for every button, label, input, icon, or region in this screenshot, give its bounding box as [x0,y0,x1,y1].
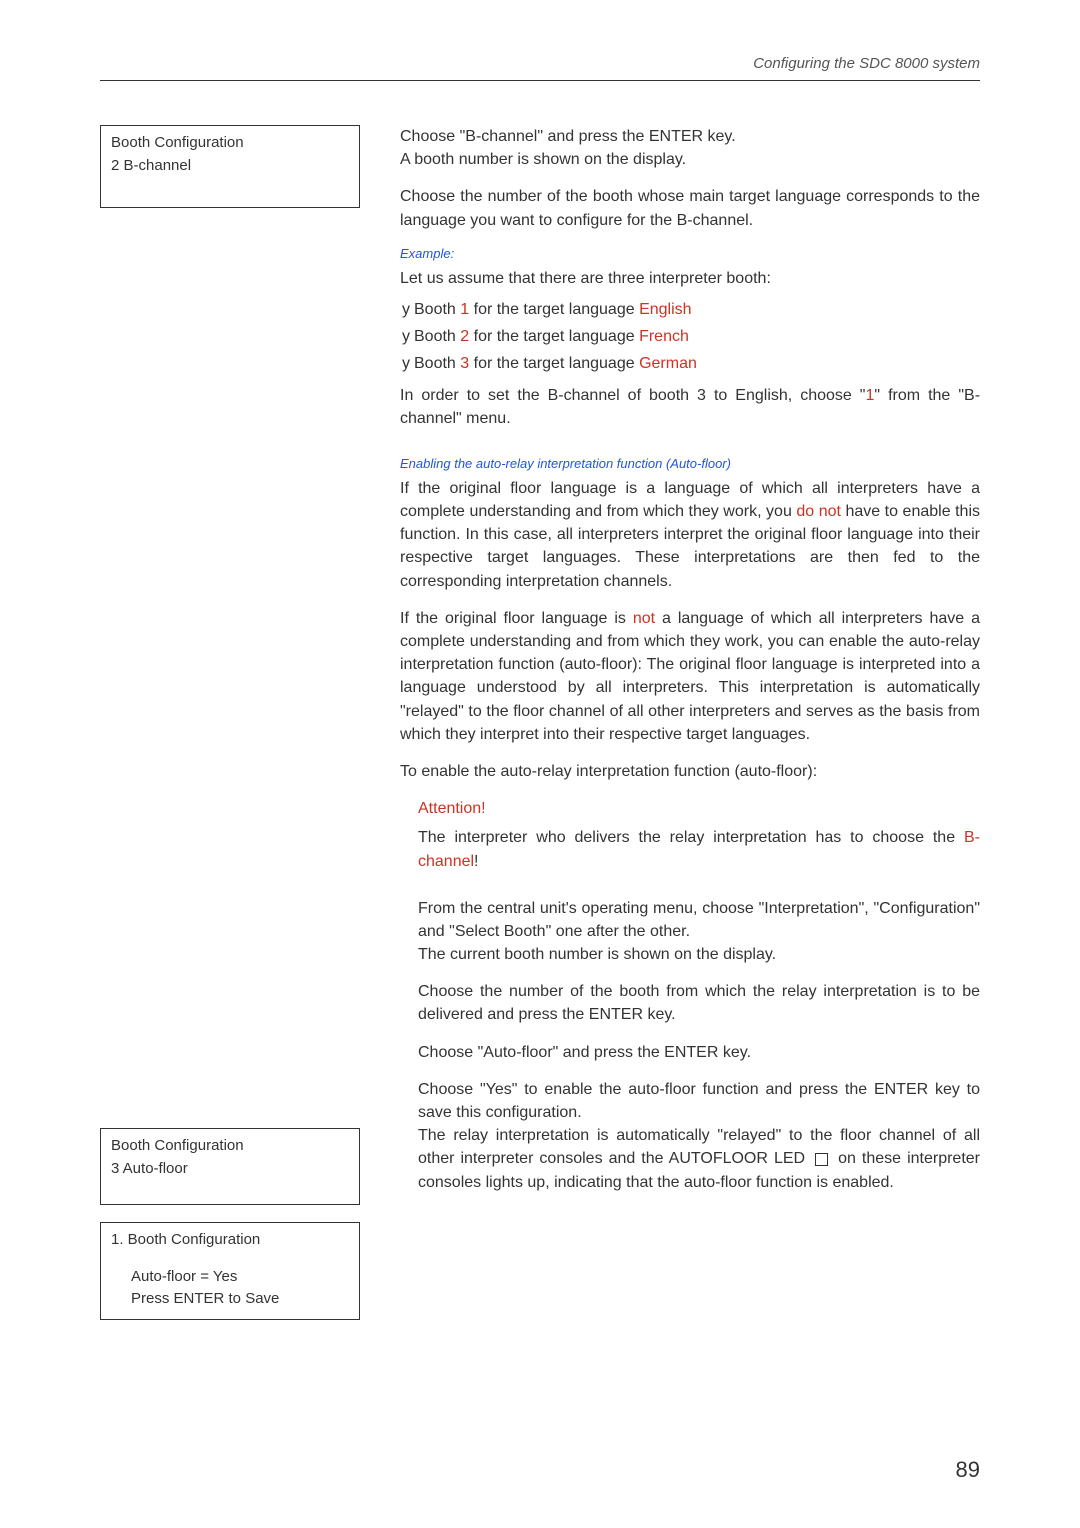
txt: Choose " [418,1081,486,1098]
box3-line2: Auto-floor = Yes [111,1266,349,1289]
txt: Booth [414,301,460,318]
para-choose-bchannel: Choose "B-channel" and press the ENTER k… [400,125,980,171]
menu-item-interpretation: Interpretation [764,900,858,917]
booth-num: 3 [460,355,469,372]
para-choose-yes: Choose "Yes" to enable the auto-floor fu… [418,1078,980,1194]
display-box-autofloor-save: 1. Booth Configuration Auto-floor = Yes … [100,1222,360,1320]
menu-item-yes: Yes [486,1081,512,1098]
section-header-autofloor: Enabling the auto-relay interpretation f… [400,456,980,471]
box1-line1: Booth Configuration [111,132,349,155]
txt: " and press the ENTER key. [537,128,735,145]
running-title: Configuring the SDC 8000 system [753,55,980,72]
txt: The interpreter who delivers the relay i… [418,829,964,846]
autofloor-led-icon [815,1153,828,1166]
box1-line2: 2 B-channel [111,155,349,178]
example-header: Example: [400,246,980,261]
txt: ! [474,853,478,870]
menu-item-selectbooth: Select Booth [455,923,546,940]
txt: for the target language [469,355,639,372]
display-box-3-wrap: 1. Booth Configuration Auto-floor = Yes … [100,1222,360,1320]
txt: for the target language [469,328,639,345]
attention-label: Attention! [418,797,980,820]
txt: a language of which all interpreters hav… [400,610,980,743]
box2-line2: 3 Auto-floor [111,1158,349,1181]
lang-french: French [639,328,689,345]
menu-item-bchannel: B-channel [465,128,537,145]
main-content: Choose "B-channel" and press the ENTER k… [400,125,980,1208]
txt: " one after the other. [546,923,690,940]
txt: From the central unit's operating menu, … [418,900,764,917]
menu-item-configuration: Configuration [879,900,974,917]
para-set-bchannel: In order to set the B-channel of booth 3… [400,384,980,430]
txt: The current booth number is shown on the… [418,946,776,963]
display-box-bchannel: Booth Configuration 2 B-channel [100,125,360,208]
txt: In order to set the B-channel of booth 3… [400,387,866,404]
bullet-y: y [402,301,410,318]
txt: Booth [414,355,460,372]
box3-spacer [111,1252,349,1266]
running-header: Configuring the SDC 8000 system [100,55,980,81]
emphasis-not: not [633,610,655,627]
txt: Booth [414,328,460,345]
txt: " from the " [874,387,964,404]
txt: " and press the ENTER key. [553,1044,751,1061]
txt: A booth number is shown on the display. [400,151,686,168]
para-choose-booth-relay: Choose the number of the booth from whic… [418,980,980,1026]
para-autofloor-2: If the original floor language is not a … [400,607,980,746]
display-box-autofloor: Booth Configuration 3 Auto-floor [100,1128,360,1205]
box3-line1: 1. Booth Configuration [111,1229,349,1252]
para-choose-autofloor: Choose "Auto-floor" and press the ENTER … [418,1041,980,1064]
bullet-y: y [402,355,410,372]
para-attention-body: The interpreter who delivers the relay i… [418,826,980,872]
bullet-booth3: yBooth 3 for the target language German [402,350,980,377]
box2-line1: Booth Configuration [111,1135,349,1158]
emphasis-donot: do not [796,503,841,520]
lang-english: English [639,301,691,318]
txt: Choose " [400,128,465,145]
booth-num: 2 [460,328,469,345]
para-assume: Let us assume that there are three inter… [400,267,980,290]
txt: ", " [859,900,880,917]
bullet-booth2: yBooth 2 for the target language French [402,323,980,350]
display-box-2-wrap: Booth Configuration 3 Auto-floor [100,1128,360,1205]
menu-item-autofloor: Auto-floor [483,1044,552,1061]
page-number: 89 [956,1457,980,1483]
para-choose-booth-num: Choose the number of the booth whose mai… [400,185,980,231]
txt: Choose " [418,1044,483,1061]
para-to-enable: To enable the auto-relay interpretation … [400,760,980,783]
bullet-booth1: yBooth 1 for the target language English [402,296,980,323]
txt: for the target language [469,301,639,318]
display-box-1-wrap: Booth Configuration 2 B-channel [100,125,360,208]
booth-num: 1 [460,301,469,318]
txt: " menu. [456,410,511,427]
lang-german: German [639,355,697,372]
para-autofloor-1: If the original floor language is a lang… [400,477,980,593]
txt: If the original floor language is [400,610,633,627]
box3-line3: Press ENTER to Save [111,1288,349,1311]
bullet-y: y [402,328,410,345]
para-operating-menu: From the central unit's operating menu, … [418,897,980,967]
